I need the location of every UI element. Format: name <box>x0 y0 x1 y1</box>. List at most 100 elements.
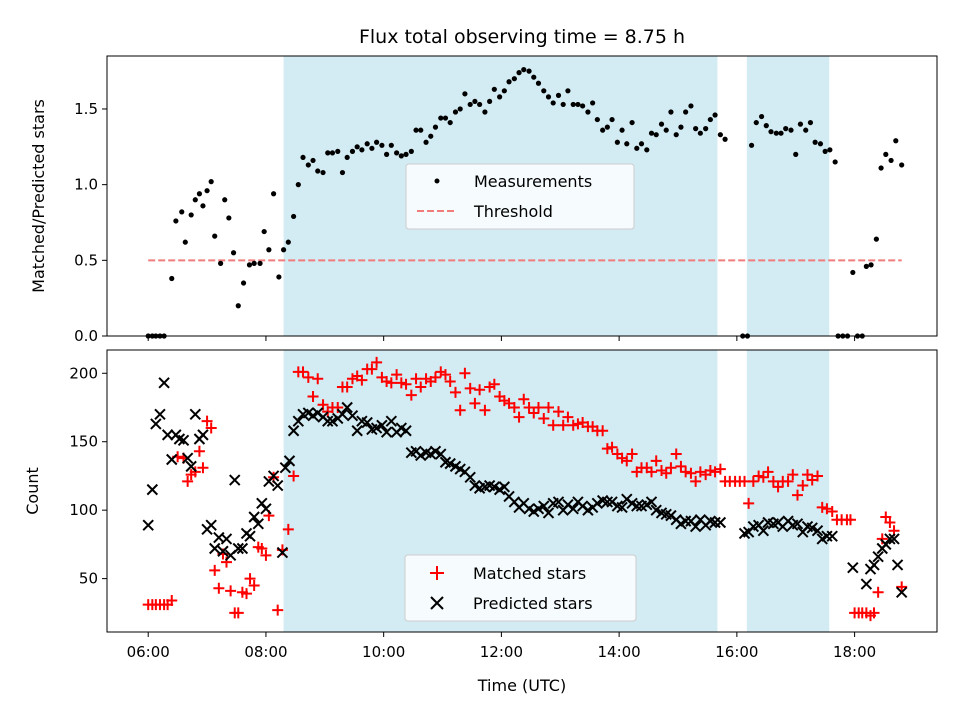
measurement-point <box>246 262 253 268</box>
matched-star-point <box>400 378 412 390</box>
measurement-point <box>482 109 488 115</box>
measurement-point <box>325 150 331 156</box>
x-tick-label: 16:00 <box>715 643 758 661</box>
measurement-point <box>192 197 198 203</box>
measurement-point <box>315 168 321 174</box>
measurement-point <box>487 98 493 105</box>
matched-star-point <box>547 419 559 431</box>
matched-star-point <box>182 475 194 487</box>
predicted-star-point <box>260 503 272 515</box>
matched-star-point <box>665 462 677 474</box>
matched-star-point <box>557 419 569 431</box>
measurement-point <box>817 141 824 147</box>
measurement-point <box>550 100 556 106</box>
observing-span <box>746 350 830 632</box>
measurement-point <box>644 147 650 153</box>
measurement-point <box>565 88 571 94</box>
predicted-star-point <box>232 542 244 555</box>
predicted-star-point <box>272 479 284 492</box>
measurement-point <box>535 80 542 86</box>
measurement-point <box>807 119 814 126</box>
matched-star-point <box>193 445 205 457</box>
measurement-point <box>285 239 291 245</box>
measurement-point <box>270 191 277 197</box>
measurement-point <box>873 236 879 242</box>
measurement-point <box>394 150 400 156</box>
matched-star-point <box>429 371 441 383</box>
measurement-point <box>335 148 341 154</box>
measurement-point <box>359 147 365 153</box>
measurement-point <box>545 94 552 100</box>
predicted-star-point <box>538 500 550 512</box>
predicted-star-point <box>292 415 305 427</box>
predicted-star-point <box>361 416 373 429</box>
bottom-legend-box <box>404 554 637 622</box>
predicted-star-point <box>287 425 300 437</box>
predicted-star-point <box>757 524 770 537</box>
measurement-point <box>266 247 272 253</box>
x-axis-label: Time (UTC) <box>477 676 566 695</box>
matched-star-point <box>538 412 550 424</box>
predicted-star-point <box>631 500 643 512</box>
legend-measurements-label: Measurements <box>474 172 592 191</box>
predicted-star-point <box>891 559 904 571</box>
matched-star-point <box>782 475 794 487</box>
matched-star-point <box>282 523 294 535</box>
measurement-point <box>398 153 404 159</box>
matched-star-point <box>459 367 471 379</box>
matched-star-point <box>872 586 884 598</box>
legend-matched-marker <box>430 566 444 580</box>
measurement-point <box>688 103 694 109</box>
matched-star-point <box>272 604 284 616</box>
predicted-star-point <box>616 501 628 514</box>
matched-star-point <box>439 369 451 381</box>
measurement-point <box>893 138 899 144</box>
predicted-star-point <box>376 419 388 431</box>
bottom-y-axis-label: Count <box>23 467 42 515</box>
measurement-point <box>778 130 784 136</box>
matched-star-point <box>714 463 726 475</box>
predicted-star-point <box>205 519 217 531</box>
top-y-axis-label: Matched/Predicted stars <box>29 99 48 293</box>
measurement-point <box>477 101 483 108</box>
matched-star-point <box>597 425 609 437</box>
matched-star-point <box>680 466 692 478</box>
measurement-point <box>878 165 884 171</box>
matched-star-point <box>513 411 525 423</box>
x-tick-label: 14:00 <box>598 643 641 661</box>
matched-star-point <box>312 373 324 385</box>
matched-star-point <box>260 549 272 561</box>
matched-star-point <box>542 401 554 413</box>
matched-star-point <box>391 369 403 381</box>
matched-star-point <box>685 467 697 479</box>
bottom-y-tick-label: 100 <box>69 501 98 519</box>
matched-star-point <box>209 564 221 576</box>
matched-star-point <box>444 375 456 387</box>
measurement-point <box>707 116 713 123</box>
measurement-point <box>369 145 375 151</box>
matched-star-point <box>488 378 500 390</box>
measurement-point <box>442 115 449 121</box>
measurement-point <box>491 86 497 92</box>
matched-star-point <box>670 448 682 460</box>
top-x-ticks <box>147 336 856 341</box>
measurement-point <box>222 197 228 203</box>
predicted-star-point <box>189 408 202 421</box>
measurement-point <box>773 130 779 136</box>
measurement-point <box>452 109 459 115</box>
measurement-point <box>638 141 645 147</box>
matched-star-point <box>690 475 702 487</box>
top-y-tick-label: 0.5 <box>74 251 98 269</box>
measurement-point <box>472 98 478 105</box>
bottom-y-tick-label: 50 <box>79 570 98 588</box>
measurement-point <box>526 68 532 74</box>
matched-star-point <box>896 581 908 593</box>
measurement-point <box>663 127 669 133</box>
matched-star-point <box>606 441 618 453</box>
measurement-point <box>832 159 838 165</box>
matched-star-point <box>704 464 716 476</box>
bottom-legend: Matched stars Predicted stars <box>404 554 637 622</box>
x-tick-label: 18:00 <box>833 643 876 661</box>
predicted-star-point <box>244 530 256 542</box>
matched-star-point <box>787 469 799 481</box>
